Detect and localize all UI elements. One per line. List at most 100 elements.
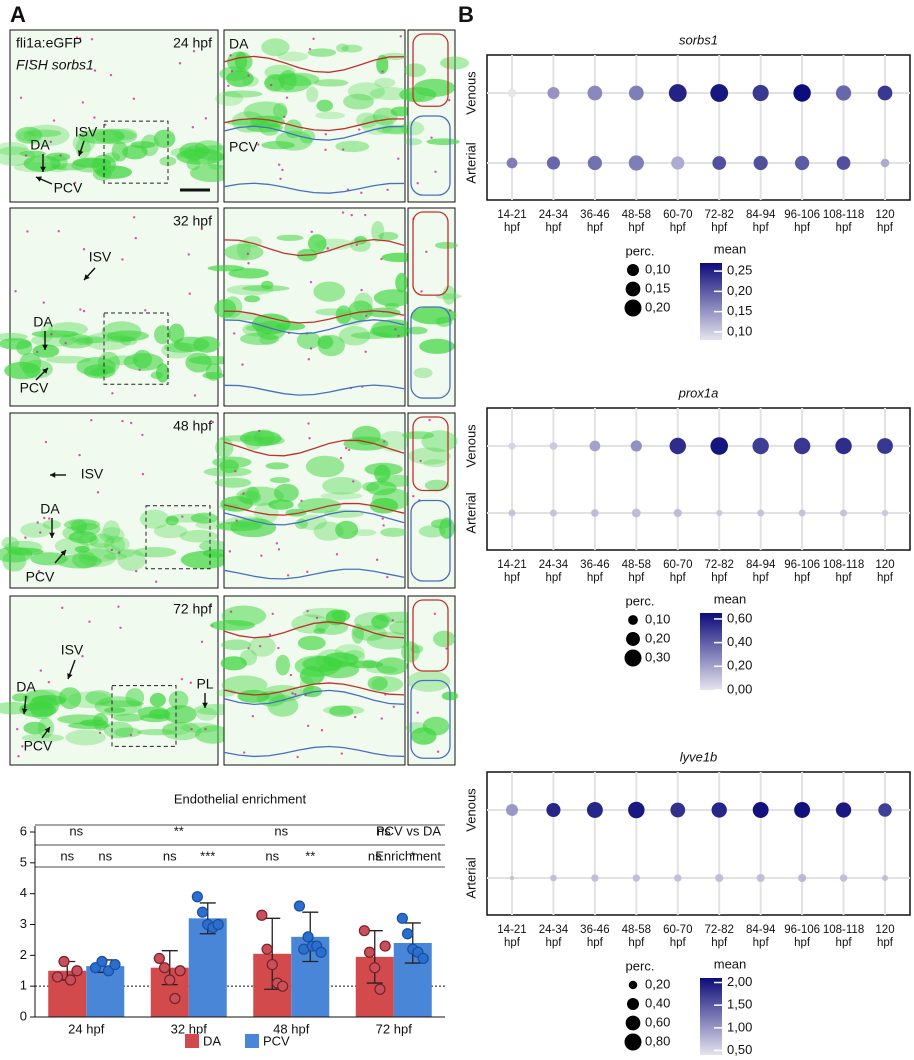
x-tick-label: 96-106 hpf	[784, 209, 820, 234]
gfp-signal	[226, 284, 274, 296]
bar	[188, 918, 227, 1017]
data-point	[358, 925, 370, 937]
zoom-box	[145, 505, 211, 570]
gfp-signal	[164, 705, 197, 724]
fish-dot	[375, 558, 379, 561]
arrow-head	[42, 344, 48, 350]
size-legend-dot	[628, 980, 638, 990]
significance: ***	[200, 848, 215, 863]
gfp-signal	[239, 430, 282, 447]
dot	[507, 88, 517, 98]
structure-label: PCV	[54, 180, 83, 196]
fish-dot	[296, 755, 299, 759]
gfp-signal	[17, 130, 37, 142]
time-label: 48 hpf	[173, 418, 212, 434]
fish-dot	[141, 472, 145, 476]
fish-dot	[19, 96, 23, 99]
pcv-outline	[223, 745, 405, 758]
colorbar-label: 0,15	[727, 303, 752, 318]
gfp-signal	[404, 63, 426, 78]
fish-dot	[306, 570, 309, 574]
fish-dot	[307, 358, 311, 361]
fish-dot	[381, 517, 384, 520]
gfp-signal	[371, 221, 385, 242]
x-tick-label: 60-70 hpf	[663, 924, 692, 949]
gfp-signal	[207, 153, 225, 170]
size-legend-title: perc.	[626, 958, 655, 973]
fish-dot	[43, 516, 46, 520]
significance: ns	[377, 823, 391, 838]
fish-dot	[26, 230, 29, 233]
significance: ns	[265, 848, 279, 863]
gfp-signal	[244, 295, 261, 303]
fish-dot	[308, 437, 311, 440]
gfp-signal	[161, 721, 202, 741]
fish-dot	[141, 433, 144, 437]
dot	[628, 85, 644, 101]
gfp-signal	[110, 536, 130, 552]
data-point	[293, 900, 306, 912]
dot	[877, 85, 893, 101]
gfp-signal	[254, 429, 275, 446]
x-tick-label: 72 hpf	[376, 1021, 413, 1036]
fish-dot	[191, 126, 195, 129]
structure-label: ISV	[61, 642, 84, 658]
data-point	[396, 912, 408, 924]
fish-dot	[235, 519, 238, 522]
fish-dot	[339, 456, 343, 460]
x-tick-label: 72-82 hpf	[705, 559, 734, 584]
x-tick-label: 48-58 hpf	[622, 209, 651, 234]
dot	[587, 85, 603, 101]
colorbar-label: 0,40	[727, 634, 752, 649]
dot	[881, 874, 889, 882]
gfp-signal	[223, 90, 263, 98]
x-tick-label: 108-118 hpf	[823, 559, 864, 584]
fish-dot	[247, 74, 250, 77]
gfp-signal	[209, 620, 255, 631]
gfp-signal	[58, 687, 82, 710]
fish-dot	[309, 347, 313, 350]
data-point	[51, 971, 64, 983]
gfp-signal	[71, 158, 112, 173]
gfp-signal	[193, 336, 220, 353]
arrow-head	[84, 274, 90, 280]
gfp-signal	[402, 431, 435, 440]
gfp-signal	[306, 86, 319, 103]
dot	[710, 437, 729, 455]
plot-frame	[486, 771, 911, 916]
row-label: Venous	[463, 424, 478, 468]
dot	[549, 509, 557, 517]
fish-dot	[204, 727, 207, 731]
dot	[587, 155, 603, 171]
pcv-outline	[223, 568, 405, 580]
gfp-signal	[440, 56, 470, 70]
gfp-signal	[190, 512, 218, 524]
dot	[546, 802, 561, 818]
fish-dot	[138, 368, 141, 372]
fish-dot	[52, 119, 56, 122]
y-tick-label: 0	[20, 1008, 27, 1023]
dot	[668, 84, 687, 102]
structure-label: DA	[33, 314, 53, 330]
gfp-signal	[0, 546, 33, 563]
gfp-signal	[188, 355, 234, 365]
pcv-section	[410, 679, 451, 759]
gfp-signal	[395, 272, 408, 293]
dot	[798, 873, 807, 883]
structure-label: ISV	[81, 466, 104, 482]
fish-dot	[230, 69, 234, 73]
dot	[716, 509, 723, 517]
y-tick-label: 3	[20, 916, 27, 931]
gfp-signal	[334, 644, 365, 661]
fish-dot	[382, 524, 385, 527]
gfp-signal	[88, 533, 115, 549]
fish-dot	[425, 250, 428, 253]
data-point	[164, 974, 176, 986]
structure-label: PCV	[24, 738, 53, 754]
arrow-head	[49, 532, 55, 538]
color-legend-title: mean	[714, 241, 747, 256]
gfp-signal	[20, 522, 52, 538]
gfp-signal	[297, 635, 326, 651]
gfp-signal	[168, 323, 185, 344]
